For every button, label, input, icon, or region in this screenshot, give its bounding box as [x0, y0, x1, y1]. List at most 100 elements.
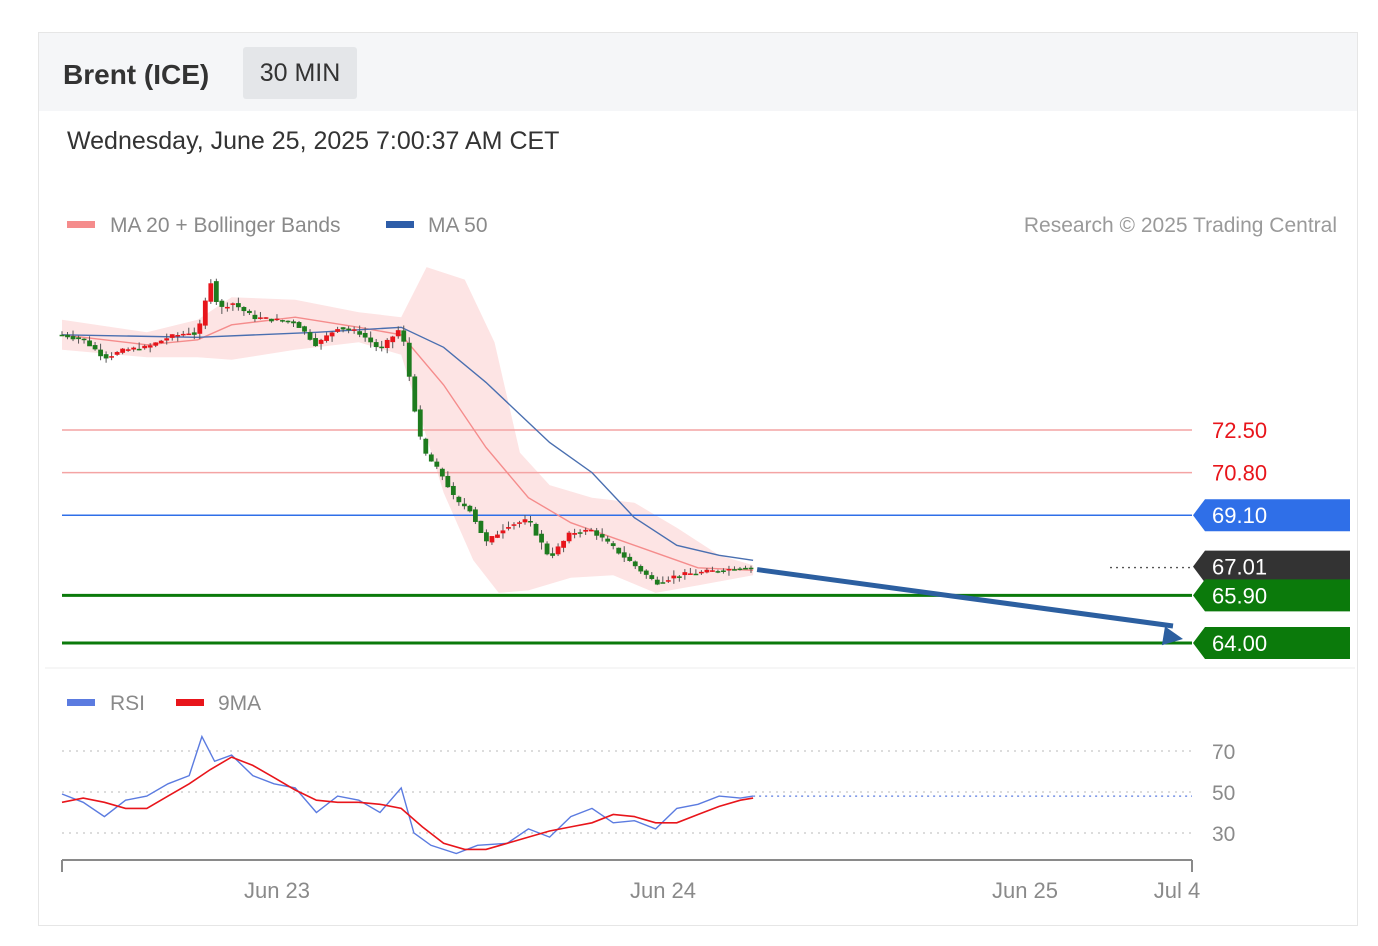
rsi-tick-70: 70 — [1212, 741, 1235, 764]
candle-down — [473, 509, 478, 522]
candle-down — [748, 567, 754, 570]
time-axis-label: Jun 25 — [992, 878, 1058, 903]
candle-up — [665, 580, 671, 582]
candles-layer — [59, 278, 754, 586]
bollinger-band-fill — [62, 267, 754, 593]
resistance-label: 70.80 — [1212, 461, 1267, 486]
candle-down — [676, 576, 682, 578]
bollinger-band-layer — [62, 267, 754, 593]
candle-down — [594, 530, 600, 536]
candle-down — [92, 345, 98, 350]
pivot-price-tag — [1193, 499, 1350, 532]
candle-up — [517, 522, 522, 524]
candle-up — [522, 519, 528, 523]
candle-down — [412, 376, 418, 412]
candle-down — [660, 582, 666, 584]
candle-up — [120, 348, 126, 353]
candle-up — [147, 345, 153, 348]
candle-up — [687, 573, 693, 575]
candle-up — [324, 335, 329, 341]
support-price-tag-label: 65.90 — [1212, 583, 1267, 608]
candle-down — [346, 328, 352, 331]
candle-down — [401, 330, 407, 342]
candle-up — [390, 336, 396, 343]
time-axis-label: Jun 24 — [630, 878, 696, 903]
candle-up — [197, 323, 203, 334]
candle-up — [230, 303, 236, 305]
candle-down — [247, 310, 252, 314]
candle-down — [649, 575, 655, 579]
candle-up — [566, 532, 572, 542]
candle-down — [434, 461, 440, 467]
candle-down — [59, 334, 65, 337]
candle-up — [384, 339, 390, 349]
support-price-tag — [1193, 579, 1350, 612]
candle-up — [395, 330, 401, 337]
candle-down — [65, 334, 70, 338]
candle-up — [671, 575, 677, 579]
candle-down — [445, 475, 451, 488]
instrument-title: Brent (ICE) — [63, 59, 210, 90]
candle-down — [737, 568, 743, 571]
forecast-arrow-head — [1161, 626, 1183, 646]
candle-up — [125, 349, 131, 351]
candle-down — [357, 331, 363, 335]
candle-down — [643, 570, 649, 575]
candle-down — [721, 570, 726, 572]
candle-down — [280, 320, 285, 322]
candle-down — [213, 281, 219, 302]
candle-down — [439, 468, 445, 477]
chart-header: Brent (ICE) 30 MIN — [39, 33, 1357, 111]
candle-down — [285, 320, 291, 323]
moving-average-layer — [61, 316, 1183, 646]
candle-down — [654, 579, 660, 585]
rsi-panel: 70 50 30 — [45, 667, 1355, 855]
candle-down — [87, 340, 92, 347]
candle-down — [417, 409, 423, 437]
rsi-tick-30: 30 — [1212, 823, 1235, 846]
candle-down — [373, 342, 379, 348]
candle-up — [572, 533, 578, 535]
candle-down — [550, 553, 555, 556]
candle-down — [743, 567, 748, 570]
candle-up — [258, 317, 263, 319]
candle-down — [252, 314, 258, 320]
candle-down — [379, 346, 385, 349]
candle-down — [732, 569, 737, 571]
candle-down — [219, 300, 225, 307]
support-price-tag — [1193, 627, 1350, 659]
rsi-ma-legend-swatch — [176, 699, 204, 706]
candle-down — [291, 321, 296, 324]
candle-down — [610, 543, 616, 547]
candle-down — [368, 337, 374, 343]
candle-down — [269, 318, 274, 322]
candle-down — [528, 521, 533, 523]
candle-down — [478, 520, 484, 534]
support-price-tag-label: 64.00 — [1212, 631, 1267, 656]
candle-down — [191, 332, 197, 335]
rsi-legend-label: RSI — [110, 692, 145, 715]
candle-down — [313, 338, 318, 347]
candle-down — [340, 327, 346, 330]
candle-up — [109, 356, 115, 358]
candle-up — [489, 536, 495, 543]
candle-up — [555, 546, 561, 555]
interval-badge[interactable]: 30 MIN — [243, 47, 357, 99]
ma20-line — [61, 316, 754, 571]
candle-down — [638, 566, 644, 572]
forecast-arrow-shaft — [756, 567, 1174, 629]
candle-up — [208, 283, 214, 302]
time-axis-label: Jun 23 — [244, 878, 310, 903]
candle-up — [274, 318, 280, 321]
ma50-legend-swatch — [386, 221, 414, 228]
candle-down — [467, 505, 473, 512]
last-price-tag — [1193, 550, 1350, 583]
candle-down — [599, 534, 605, 538]
candle-up — [495, 534, 500, 538]
ma20-legend-swatch — [67, 221, 95, 228]
candle-up — [500, 530, 506, 534]
rsi-ma-legend-label: 9MA — [218, 692, 261, 715]
candle-down — [616, 547, 622, 554]
candle-down — [103, 354, 109, 359]
candle-up — [142, 345, 148, 349]
